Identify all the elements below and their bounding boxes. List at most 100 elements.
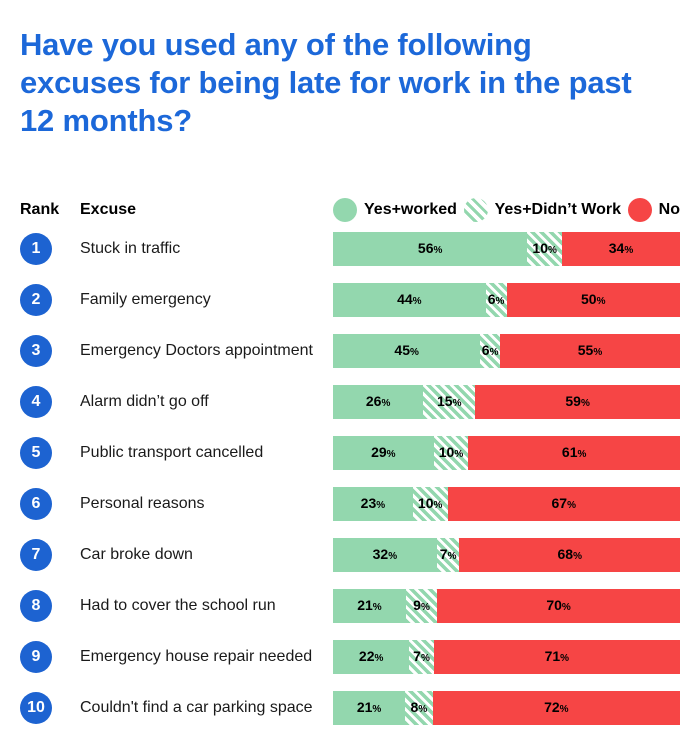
segment-percent-label: 32% — [372, 546, 398, 562]
excuse-row: 8 Had to cover the school run 21% 9% 70% — [20, 589, 681, 623]
stacked-bar: 29% 10% 61% — [333, 436, 680, 470]
table-rows: 1 Stuck in traffic 56% 10% 34% 2 Family … — [20, 232, 681, 725]
legend-item-yes-didnt-work: Yes+Didn’t Work — [463, 198, 622, 222]
bar-segment-yes-worked: 22% — [333, 640, 410, 674]
segment-percent-label: 71% — [544, 648, 570, 664]
rank-badge: 9 — [20, 641, 52, 673]
stacked-bar: 21% 8% 72% — [333, 691, 680, 725]
segment-percent-label: 68% — [557, 546, 582, 562]
excuse-label: Had to cover the school run — [80, 597, 276, 614]
segment-percent-label: 8% — [410, 699, 428, 715]
segment-percent-label: 72% — [544, 699, 569, 715]
bar-segment-no: 72% — [432, 691, 680, 725]
bar-segment-yes-didnt-work: 6% — [485, 283, 507, 317]
excuse-column-header: Excuse — [80, 201, 137, 218]
stacked-bar: 44% 6% 50% — [333, 283, 680, 317]
segment-percent-label: 56% — [417, 240, 443, 256]
excuse-row: 2 Family emergency 44% 6% 50% — [20, 283, 680, 317]
rank-badge: 2 — [20, 284, 52, 316]
bar-segment-yes-worked: 45% — [333, 334, 481, 368]
excuses-table: Rank Excuse Yes+worked Yes+Didn’t Work N… — [20, 193, 681, 725]
table-header-row: Rank Excuse Yes+worked Yes+Didn’t Work N… — [20, 193, 680, 227]
excuse-row: 9 Emergency house repair needed 22% 7% 7… — [20, 640, 681, 674]
legend-label: Yes+Didn’t Work — [494, 201, 622, 218]
rank-badge: 10 — [20, 692, 52, 724]
bar-segment-yes-didnt-work: 15% — [423, 385, 476, 419]
segment-percent-label: 55% — [577, 342, 603, 358]
segment-percent-label: 44% — [397, 291, 422, 307]
bar-segment-no: 59% — [475, 385, 680, 419]
bar-segment-no: 50% — [506, 283, 680, 317]
excuse-row: 4 Alarm didn’t go off 26% 15% 59% — [20, 385, 680, 419]
rank-badge: 3 — [20, 335, 52, 367]
bar-segment-no: 55% — [499, 334, 680, 368]
segment-percent-label: 6% — [487, 291, 505, 307]
stacked-bar: 32% 7% 68% — [333, 538, 680, 572]
segment-percent-label: 29% — [371, 444, 396, 460]
segment-percent-label: 61% — [561, 444, 587, 460]
rank-badge: 1 — [20, 233, 52, 265]
bar-segment-yes-didnt-work: 10% — [412, 487, 448, 521]
excuse-row: 7 Car broke down 32% 7% 68% — [20, 538, 680, 572]
legend-item-yes-worked: Yes+worked — [333, 198, 457, 222]
bar-segment-yes-worked: 32% — [333, 538, 437, 572]
title-line-3: 12 months? — [20, 103, 192, 138]
bar-segment-no: 70% — [437, 589, 681, 623]
bar-segment-yes-didnt-work: 8% — [405, 691, 433, 725]
bar-segment-no: 61% — [468, 436, 680, 470]
rank-badge: 6 — [20, 488, 52, 520]
bar-segment-yes-worked: 21% — [333, 589, 406, 623]
bar-segment-yes-didnt-work: 9% — [405, 589, 438, 623]
segment-percent-label: 7% — [413, 648, 430, 664]
excuse-label: Emergency house repair needed — [80, 648, 313, 665]
legend-label: No — [658, 201, 680, 218]
segment-percent-label: 21% — [357, 597, 382, 613]
bar-segment-yes-didnt-work: 10% — [527, 232, 563, 266]
yes-didnt-work-swatch-icon — [463, 198, 488, 222]
legend: Yes+worked Yes+Didn’t Work No — [333, 198, 680, 222]
segment-percent-label: 10% — [417, 495, 443, 511]
excuse-row: 6 Personal reasons 23% 10% 67% — [20, 487, 680, 521]
segment-percent-label: 23% — [360, 495, 386, 511]
excuse-label: Emergency Doctors appointment — [80, 342, 313, 359]
rank-badge: 5 — [20, 437, 52, 469]
bar-segment-yes-didnt-work: 7% — [436, 538, 460, 572]
stacked-bar: 26% 15% 59% — [333, 385, 680, 419]
title-line-1: Have you used any of the following — [20, 27, 532, 62]
excuse-label: Couldn't find a car parking space — [80, 699, 313, 716]
bar-segment-yes-worked: 56% — [333, 232, 528, 266]
excuse-label: Personal reasons — [80, 495, 205, 512]
bar-segment-yes-didnt-work: 6% — [480, 334, 500, 368]
bar-segment-yes-worked: 23% — [333, 487, 413, 521]
bar-segment-yes-worked: 29% — [333, 436, 434, 470]
rank-badge: 4 — [20, 386, 52, 418]
stacked-bar: 56% 10% 34% — [333, 232, 680, 266]
bar-segment-yes-didnt-work: 10% — [433, 436, 469, 470]
segment-percent-label: 50% — [581, 291, 606, 307]
bar-segment-no: 67% — [447, 487, 680, 521]
rank-badge: 7 — [20, 539, 52, 571]
segment-percent-label: 26% — [365, 393, 391, 409]
segment-percent-label: 9% — [413, 597, 430, 613]
bar-segment-no: 34% — [562, 232, 680, 266]
segment-percent-label: 21% — [356, 699, 382, 715]
rank-column-header: Rank — [20, 201, 60, 218]
segment-percent-label: 22% — [358, 648, 384, 664]
segment-percent-label: 59% — [565, 393, 590, 409]
bar-segment-no: 68% — [459, 538, 680, 572]
legend-label: Yes+worked — [364, 201, 457, 218]
segment-percent-label: 67% — [551, 495, 576, 511]
stacked-bar: 22% 7% 71% — [333, 640, 681, 674]
segment-percent-label: 10% — [532, 240, 557, 256]
excuse-label: Alarm didn’t go off — [80, 393, 209, 410]
bar-segment-yes-didnt-work: 7% — [409, 640, 434, 674]
excuse-label: Stuck in traffic — [80, 240, 181, 257]
page-title: Have you used any of the following excus… — [20, 26, 680, 140]
stacked-bar: 23% 10% 67% — [333, 487, 680, 521]
segment-percent-label: 15% — [437, 393, 462, 409]
bar-segment-yes-worked: 44% — [333, 283, 486, 317]
segment-percent-label: 70% — [546, 597, 571, 613]
yes-worked-swatch-icon — [333, 198, 357, 222]
excuse-label: Car broke down — [80, 546, 193, 563]
